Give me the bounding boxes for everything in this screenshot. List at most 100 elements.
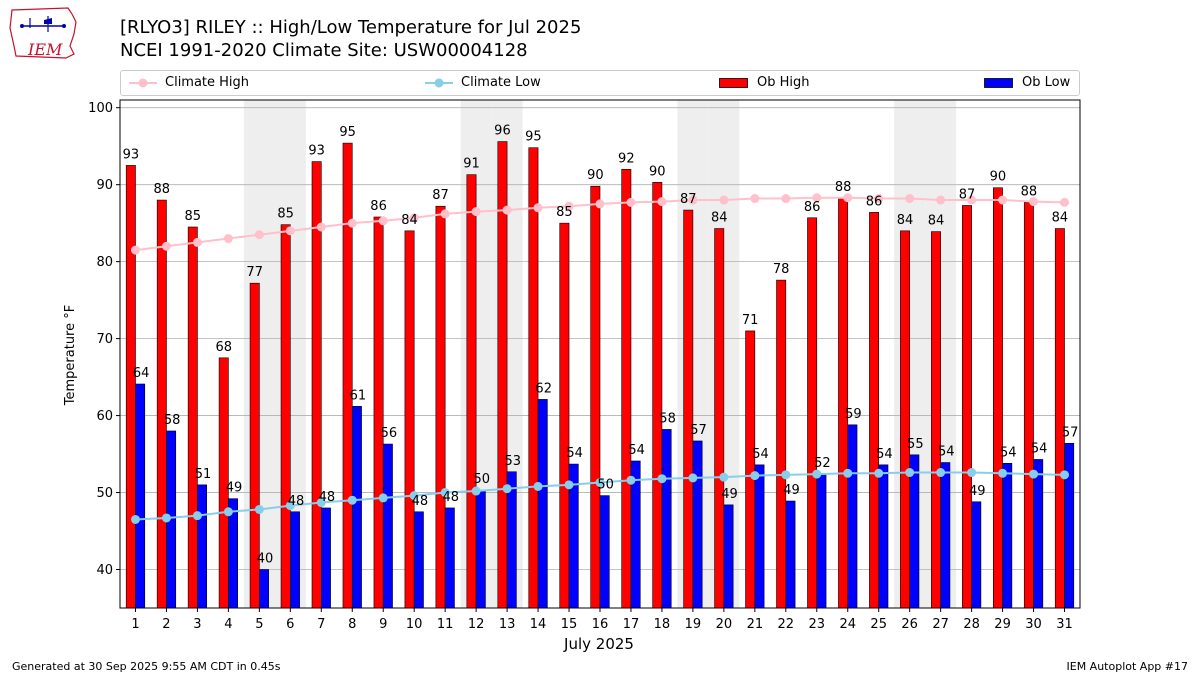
ob-low-bar bbox=[661, 429, 672, 609]
x-tick-label: 10 bbox=[406, 617, 423, 632]
x-tick-label: 26 bbox=[901, 617, 918, 632]
ob-low-label: 57 bbox=[690, 423, 707, 438]
climate-low-point bbox=[936, 468, 946, 478]
climate-high-point bbox=[657, 197, 667, 207]
ob-high-bar bbox=[869, 212, 880, 609]
chart-legend: Climate High Climate Low Ob High Ob Low bbox=[120, 70, 1080, 96]
legend-label: Ob Low bbox=[1022, 75, 1071, 90]
ob-low-label: 51 bbox=[195, 467, 212, 482]
x-tick-label: 16 bbox=[592, 617, 609, 632]
ob-low-label: 48 bbox=[319, 490, 336, 505]
ob-high-bar bbox=[683, 209, 694, 609]
ob-high-label: 90 bbox=[649, 164, 666, 179]
ob-high-label: 84 bbox=[897, 213, 914, 228]
climate-high-point bbox=[130, 245, 140, 255]
generated-timestamp: Generated at 30 Sep 2025 9:55 AM CDT in … bbox=[12, 660, 281, 673]
ob-high-label: 90 bbox=[990, 170, 1007, 185]
climate-high-point bbox=[967, 195, 977, 205]
ob-high-bar bbox=[435, 205, 446, 609]
climate-high-point bbox=[812, 193, 822, 203]
ob-high-label: 87 bbox=[680, 192, 697, 207]
ob-low-label: 54 bbox=[566, 446, 583, 461]
ob-low-bar bbox=[878, 464, 889, 609]
ob-low-bar bbox=[290, 511, 300, 609]
bar-swatch-icon bbox=[984, 77, 1013, 88]
bar-swatch-icon bbox=[719, 77, 748, 88]
climate-high-point bbox=[998, 195, 1008, 205]
climate-low-point bbox=[1029, 469, 1039, 479]
ob-high-label: 86 bbox=[804, 200, 821, 215]
climate-low-point bbox=[192, 511, 202, 521]
x-axis-label: July 2025 bbox=[563, 635, 634, 653]
x-tick-label: 25 bbox=[870, 617, 887, 632]
logo-text: IEM bbox=[28, 40, 63, 59]
climate-low-point bbox=[626, 475, 636, 485]
ob-low-label: 62 bbox=[535, 381, 552, 396]
ob-low-bar bbox=[754, 464, 765, 609]
climate-high-point bbox=[626, 197, 636, 207]
climate-low-point bbox=[874, 468, 884, 478]
ob-low-label: 54 bbox=[752, 447, 769, 462]
ob-high-label: 84 bbox=[1052, 211, 1069, 226]
ob-high-label: 95 bbox=[525, 130, 542, 145]
x-tick-label: 24 bbox=[839, 617, 856, 632]
ob-high-label: 86 bbox=[866, 194, 883, 209]
x-tick-label: 13 bbox=[499, 617, 516, 632]
climate-low-point bbox=[967, 468, 977, 478]
ob-low-label: 61 bbox=[350, 388, 367, 403]
climate-high-point bbox=[533, 203, 543, 213]
x-tick-label: 27 bbox=[932, 617, 949, 632]
x-tick-label: 11 bbox=[437, 617, 454, 632]
ob-high-label: 85 bbox=[185, 209, 202, 224]
iowa-map-icon bbox=[9, 7, 77, 59]
y-tick-label: 50 bbox=[96, 486, 113, 501]
ob-high-bar bbox=[652, 182, 663, 609]
climate-low-point bbox=[440, 488, 450, 498]
ob-low-bar bbox=[816, 473, 827, 609]
ob-low-label: 54 bbox=[1031, 441, 1048, 456]
ob-low-label: 53 bbox=[504, 454, 521, 469]
climate-high-point bbox=[223, 234, 233, 244]
climate-low-point bbox=[688, 473, 698, 483]
climate-low-point bbox=[905, 468, 915, 478]
ob-low-bar bbox=[351, 406, 362, 609]
climate-high-point bbox=[719, 195, 729, 205]
chart-title: [RLYO3] RILEY :: High/Low Temperature fo… bbox=[120, 17, 582, 38]
ob-high-bar bbox=[621, 168, 632, 609]
climate-low-point bbox=[347, 495, 357, 505]
climate-high-point bbox=[874, 194, 884, 204]
climate-high-point bbox=[1029, 197, 1039, 207]
y-axis-label: Temperature °F bbox=[63, 305, 78, 406]
ob-low-label: 49 bbox=[969, 484, 986, 499]
climate-low-point bbox=[533, 481, 543, 491]
ob-low-bar bbox=[413, 511, 424, 609]
ob-high-bar bbox=[187, 226, 198, 609]
climate-high-point bbox=[471, 207, 481, 217]
ob-low-bar bbox=[1002, 462, 1013, 609]
ob-high-bar bbox=[807, 217, 818, 609]
ob-low-bar bbox=[135, 383, 146, 609]
x-tick-label: 30 bbox=[1025, 617, 1042, 632]
x-tick-label: 31 bbox=[1056, 617, 1073, 632]
ob-low-bar bbox=[847, 424, 858, 609]
ob-low-label: 50 bbox=[597, 478, 614, 493]
ob-high-label: 71 bbox=[742, 313, 759, 328]
ob-high-label: 96 bbox=[494, 124, 511, 139]
ob-high-label: 88 bbox=[1021, 184, 1038, 199]
x-tick-label: 3 bbox=[193, 617, 201, 632]
legend-climate-high: Climate High bbox=[129, 75, 249, 90]
legend-ob-low: Ob Low bbox=[984, 75, 1070, 90]
climate-low-point bbox=[316, 498, 326, 508]
ob-low-label: 48 bbox=[412, 494, 429, 509]
climate-low-point bbox=[595, 478, 605, 488]
ob-low-bar bbox=[537, 399, 548, 609]
x-tick-label: 14 bbox=[530, 617, 547, 632]
ob-high-label: 85 bbox=[277, 207, 294, 222]
x-tick-label: 18 bbox=[654, 617, 671, 632]
ob-low-label: 58 bbox=[164, 413, 181, 428]
ob-low-label: 49 bbox=[721, 487, 738, 502]
ob-low-label: 54 bbox=[876, 447, 893, 462]
ob-high-bar bbox=[559, 222, 570, 609]
iem-logo: IEM bbox=[8, 6, 80, 60]
